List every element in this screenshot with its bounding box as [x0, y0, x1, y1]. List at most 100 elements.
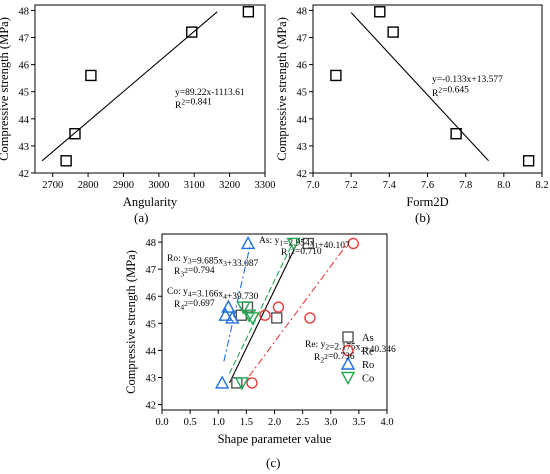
- x-axis-label: Angularity: [123, 195, 178, 209]
- x-tick-label: 7.8: [459, 180, 472, 191]
- fit-line-co: [229, 243, 293, 374]
- x-tick-label: 3.5: [352, 417, 365, 428]
- x-tick-label: 3200: [219, 180, 240, 191]
- y-tick-label: 46: [297, 61, 308, 72]
- data-point-ro: [221, 299, 236, 313]
- equation-re: Re: y2=2.175x2+40.346: [305, 340, 396, 355]
- y-tick-label: 42: [146, 401, 157, 412]
- data-point-co: [234, 377, 250, 391]
- x-tick-label: 3.0: [324, 417, 337, 428]
- equation-ro: Ro: y3=9.685x3+33.087: [167, 254, 259, 269]
- x-tick-label: 0.5: [184, 417, 197, 428]
- equation-as: As: y1=2.954x1+40.107: [259, 236, 350, 251]
- data-point-ro: [215, 375, 230, 389]
- x-tick-label: 7.6: [421, 180, 434, 191]
- data-point: [522, 155, 535, 167]
- fit-equation: y=-0.133x+13.577: [432, 75, 503, 85]
- y-tick-label: 45: [19, 88, 30, 99]
- y-tick-label: 48: [146, 238, 157, 249]
- x-tick-label: 2.0: [268, 417, 281, 428]
- legend-marker-as: [342, 331, 354, 343]
- plot-frame: [34, 4, 266, 174]
- data-point-re: [347, 237, 359, 250]
- x-tick-label: 2700: [42, 180, 63, 191]
- x-tick-label: 7.4: [383, 180, 397, 191]
- panel-label: (b): [415, 210, 430, 225]
- data-point-ro: [240, 236, 256, 250]
- x-tick-label: 0.0: [155, 417, 168, 428]
- y-tick-label: 44: [19, 115, 30, 126]
- data-point-co: [236, 301, 251, 315]
- chart-panel-2: 7.0 7.2 7.4 7.6 7.8 8.0 8.2 42 43 44 45 46 47 48 Form2…: [275, 4, 549, 225]
- data-point: [387, 26, 399, 38]
- x-tick-label: 3100: [184, 180, 205, 191]
- legend-marker-co: [340, 371, 356, 385]
- legend-label-as: As: [362, 333, 374, 344]
- r-squared-ro: R32=0.794: [174, 266, 215, 279]
- x-tick-label: 8.2: [535, 180, 548, 191]
- y-tick-label: 47: [19, 34, 30, 45]
- y-tick-label: 47: [297, 34, 308, 45]
- equation-co: Co: y4=3.166x4+39.730: [167, 287, 259, 302]
- fit-r-squared: R2=0.645: [432, 86, 469, 100]
- fit-line-as: [229, 243, 298, 384]
- x-tick-label: 4.0: [380, 417, 393, 428]
- x-tick-label: 2.5: [296, 417, 309, 428]
- r-squared-co: R42=0.697: [174, 299, 215, 312]
- x-tick-label: 3300: [255, 180, 276, 191]
- x-tick-label: 7.2: [345, 180, 358, 191]
- data-point: [242, 6, 255, 18]
- fit-line-re: [248, 243, 349, 377]
- chart-panel-3: 0.0 0.5 1.0 1.5 2.0 2.5 3.0 3.5 4.0 42 43 44 45 46 47 4…: [124, 233, 394, 470]
- data-point: [374, 6, 386, 18]
- x-tick-label: 3000: [148, 180, 169, 191]
- x-axis-label: Form2D: [406, 195, 448, 209]
- y-tick-label: 45: [146, 319, 157, 330]
- data-point: [69, 128, 81, 140]
- y-tick-label: 42: [19, 169, 30, 180]
- y-tick-label: 47: [146, 265, 157, 276]
- y-tick-label: 44: [297, 115, 308, 126]
- data-point: [186, 26, 198, 38]
- chart-panel-1: 2700 2800 2900 3000 3100 3200 3300 42 43 44 45 46 47…: [0, 4, 276, 225]
- y-tick-label: 43: [19, 142, 30, 153]
- fit-line: [350, 12, 489, 162]
- y-tick-label: 46: [19, 61, 30, 72]
- r-squared-re: R22=0.736: [314, 352, 355, 365]
- y-axis-label: Compressive strength (MPa): [275, 17, 289, 161]
- fit-equation: y=89.22x-1113.61: [175, 88, 245, 98]
- data-point-re: [246, 377, 258, 389]
- data-point-as: [271, 312, 283, 324]
- y-tick-label: 45: [297, 88, 308, 99]
- data-point-re: [304, 312, 316, 324]
- data-point-co: [245, 312, 260, 326]
- y-tick-label: 48: [19, 6, 30, 17]
- x-tick-label: 2800: [78, 180, 99, 191]
- data-point: [60, 155, 72, 167]
- x-tick-label: 8.0: [497, 180, 510, 191]
- legend: As Re Ro Co: [340, 331, 374, 385]
- x-tick-label: 7.0: [306, 180, 319, 191]
- data-point-as: [302, 237, 314, 250]
- legend-label-co: Co: [362, 374, 374, 385]
- y-tick-label: 43: [146, 374, 157, 385]
- legend-marker-ro: [340, 356, 356, 370]
- y-axis-label: Compressive strength (MPa): [124, 250, 138, 394]
- data-point: [330, 69, 342, 82]
- y-axis-label: Compressive strength (MPa): [0, 17, 11, 161]
- data-point-ro: [218, 307, 233, 321]
- fit-line: [41, 11, 218, 162]
- r-squared-as: R12=0.710: [281, 247, 322, 260]
- x-tick-label: 1.0: [212, 417, 225, 428]
- x-axis-label: Shape parameter value: [218, 432, 332, 446]
- data-point-co: [242, 309, 257, 323]
- panel-label: (c): [266, 455, 280, 470]
- x-tick-label: 1.5: [240, 417, 253, 428]
- data-point-ro: [225, 310, 240, 324]
- fit-r-squared: R2=0.841: [175, 98, 212, 112]
- y-tick-label: 43: [297, 142, 308, 153]
- y-tick-label: 48: [297, 6, 308, 17]
- x-tick-label: 2900: [113, 180, 134, 191]
- data-point-re: [272, 301, 285, 313]
